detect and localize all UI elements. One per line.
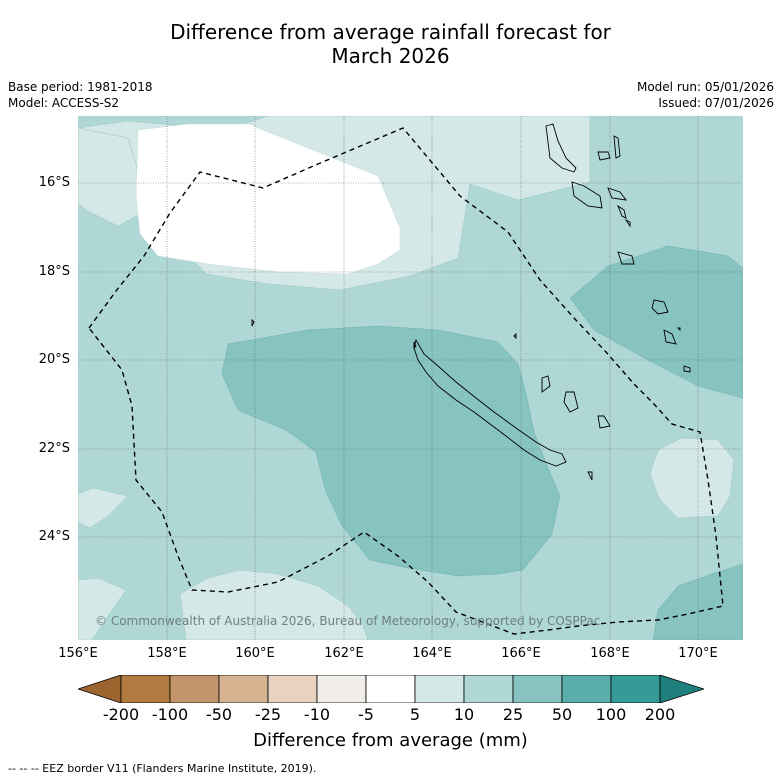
- island-malekula: [663, 329, 677, 345]
- colorbar-tick-label: 200: [644, 705, 676, 724]
- colorbar-swatch-1: [120, 675, 171, 703]
- band-25-50-east: [569, 245, 743, 399]
- band-5-10-east-patch: [649, 437, 735, 519]
- island-guadalcanal: [571, 181, 603, 209]
- island-tiny: [513, 332, 517, 340]
- lon-label-158e: 158°E: [147, 646, 187, 661]
- colorbar-swatch-6: [365, 675, 416, 703]
- lon-label-156e: 156°E: [58, 646, 98, 661]
- islands: [251, 123, 691, 481]
- island-ouvea: [597, 415, 611, 429]
- eez-border: [88, 127, 724, 635]
- island-efate: [676, 327, 681, 332]
- colorbar-tick-label: 10: [453, 705, 475, 724]
- island-makira: [597, 151, 611, 161]
- colorbar-swatch-10: [561, 675, 612, 703]
- colorbar-tick-label: -10: [303, 705, 331, 724]
- colorbar-tick-label: -50: [205, 705, 233, 724]
- meta-right: Model run: 05/01/2026 Issued: 07/01/2026: [637, 79, 774, 111]
- issued-date: Issued: 07/01/2026: [658, 96, 774, 110]
- base-period: Base period: 1981-2018: [8, 80, 153, 94]
- lon-label-162e: 162°E: [324, 646, 364, 661]
- meta-left: Base period: 1981-2018 Model: ACCESS-S2: [8, 79, 153, 111]
- island-new-caledonia: [413, 338, 567, 467]
- island-small-3: [617, 251, 635, 265]
- colorbar: [78, 675, 704, 703]
- lat-label-24s: 24°S: [38, 529, 70, 544]
- band-5-10-west: [78, 127, 141, 227]
- island-tanna: [683, 365, 691, 373]
- island-small-1: [617, 204, 627, 219]
- eez-footnote: -- -- -- EEZ border V11 (Flanders Marine…: [8, 762, 317, 775]
- colorbar-swatch-2: [169, 675, 220, 703]
- colorbar-swatch-0: [78, 675, 122, 703]
- colorbar-swatch-8: [463, 675, 514, 703]
- lat-label-22s: 22°S: [38, 441, 70, 456]
- island-malaita: [613, 135, 621, 159]
- island-chesterfield: [251, 318, 255, 327]
- colorbar-swatch-11: [610, 675, 661, 703]
- island-mare: [563, 391, 579, 413]
- rainfall-map: [78, 116, 743, 640]
- colorbar-tick-label: -5: [358, 705, 374, 724]
- colorbar-tick-label: -25: [254, 705, 282, 724]
- colorbar-swatch-12: [659, 675, 704, 703]
- colorbar-swatch-5: [316, 675, 367, 703]
- island-lifou: [541, 375, 551, 393]
- colorbar-swatch-9: [512, 675, 563, 703]
- colorbar-tick-label: -200: [102, 705, 140, 724]
- title-line-1: Difference from average rainfall forecas…: [170, 20, 611, 44]
- gridlines: [78, 116, 743, 640]
- band-5-10-south: [179, 569, 369, 640]
- band-neutral-north: [135, 123, 401, 275]
- copyright-notice: © Commonwealth of Australia 2026, Bureau…: [95, 614, 601, 628]
- colorbar-swatch-4: [267, 675, 318, 703]
- lat-label-20s: 20°S: [38, 352, 70, 367]
- chart-title: Difference from average rainfall forecas…: [0, 20, 781, 68]
- colorbar-tick-label: 50: [551, 705, 573, 724]
- colorbar-tick-label: 5: [409, 705, 421, 724]
- band-25-50-central: [221, 325, 561, 577]
- island-santa-isabel: [545, 123, 577, 173]
- lat-label-16s: 16°S: [38, 175, 70, 190]
- lon-label-168e: 168°E: [590, 646, 630, 661]
- island-rennell: [607, 187, 628, 201]
- colorbar-swatch-7: [414, 675, 465, 703]
- colorbar-tick-label: 100: [595, 705, 627, 724]
- band-5-10-west-patch: [78, 487, 129, 529]
- island-espiritu-santo: [651, 299, 669, 315]
- island-belep: [413, 341, 417, 350]
- colorbar-tick-label: 25: [502, 705, 524, 724]
- lon-label-166e: 166°E: [501, 646, 541, 661]
- title-line-2: March 2026: [331, 44, 450, 68]
- model-name: Model: ACCESS-S2: [8, 96, 120, 110]
- lon-label-164e: 164°E: [412, 646, 452, 661]
- colorbar-swatch-3: [218, 675, 269, 703]
- map-svg: [78, 116, 743, 640]
- lat-label-18s: 18°S: [38, 264, 70, 279]
- island-small-2: [624, 218, 631, 228]
- band-5-10-southwest: [78, 577, 127, 640]
- lon-label-170e: 170°E: [678, 646, 718, 661]
- model-run: Model run: 05/01/2026: [636, 80, 774, 94]
- lon-label-160e: 160°E: [235, 646, 275, 661]
- colorbar-label: Difference from average (mm): [253, 730, 528, 751]
- colorbar-tick-label: -100: [151, 705, 189, 724]
- island-isle-of-pines: [587, 471, 593, 481]
